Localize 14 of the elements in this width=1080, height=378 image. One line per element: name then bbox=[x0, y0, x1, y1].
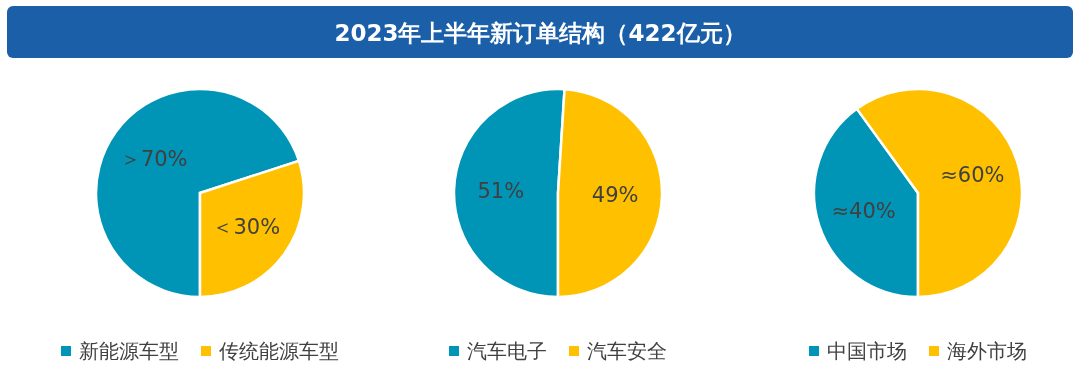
data-label: ≈60% bbox=[940, 163, 1005, 188]
data-label: ＞70% bbox=[119, 147, 188, 172]
pie-slice bbox=[94, 87, 301, 299]
data-label: ≈40% bbox=[831, 198, 896, 223]
legend-label: 中国市场 bbox=[827, 339, 907, 363]
text: 2023年上半年新订单结构（422亿元） bbox=[334, 20, 746, 46]
legend-label: 新能源车型 bbox=[79, 339, 179, 363]
legend-label: 传统能源车型 bbox=[219, 339, 339, 363]
data-label: ＜30% bbox=[212, 214, 281, 239]
legend-label: 汽车电子 bbox=[467, 339, 547, 363]
legend-label: 海外市场 bbox=[947, 339, 1027, 363]
data-label: 51% bbox=[477, 179, 525, 204]
data-label: 49% bbox=[591, 182, 639, 207]
legend-label: 汽车安全 bbox=[587, 339, 667, 363]
